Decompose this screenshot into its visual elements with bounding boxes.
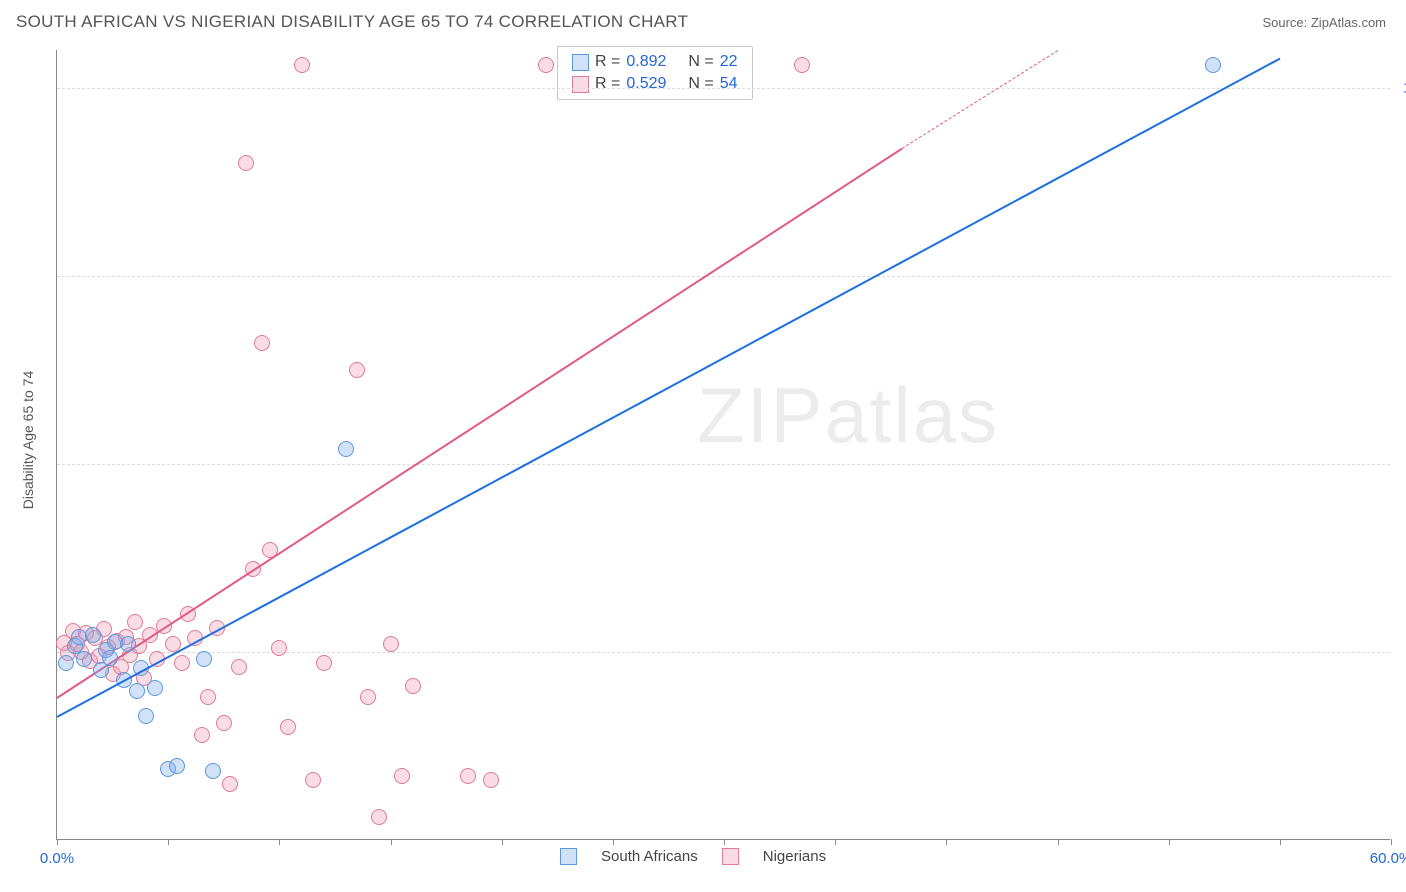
data-point: [138, 708, 154, 724]
stats-row-sa: R = 0.892 N = 22: [572, 53, 738, 71]
gridline: [57, 276, 1390, 277]
chart-title: SOUTH AFRICAN VS NIGERIAN DISABILITY AGE…: [16, 12, 688, 32]
data-point: [383, 636, 399, 652]
xtick: [1058, 839, 1059, 845]
stats-row-ng: R = 0.529 N = 54: [572, 75, 738, 93]
data-point: [174, 655, 190, 671]
data-point: [200, 689, 216, 705]
xtick: [1280, 839, 1281, 845]
data-point: [271, 640, 287, 656]
data-point: [349, 362, 365, 378]
xtick: [391, 839, 392, 845]
data-point: [194, 727, 210, 743]
data-point: [483, 772, 499, 788]
data-point: [316, 655, 332, 671]
xtick: [168, 839, 169, 845]
data-point: [120, 636, 136, 652]
data-point: [127, 614, 143, 630]
xtick: [502, 839, 503, 845]
data-point: [1205, 57, 1221, 73]
y-axis-label: Disability Age 65 to 74: [20, 371, 36, 510]
plot-area: ZIPatlas R = 0.892 N = 22 R = 0.529 N = …: [56, 50, 1390, 840]
trend-line: [56, 148, 902, 699]
data-point: [76, 651, 92, 667]
data-point: [196, 651, 212, 667]
data-point: [405, 678, 421, 694]
xtick: [724, 839, 725, 845]
xtick-label: 60.0%: [1370, 850, 1406, 867]
xtick: [1391, 839, 1392, 845]
n-value-sa: 22: [720, 53, 738, 71]
gridline: [57, 464, 1390, 465]
data-point: [371, 809, 387, 825]
xtick: [946, 839, 947, 845]
swatch-nigerians-icon: [722, 848, 739, 865]
data-point: [231, 659, 247, 675]
r-value-ng: 0.529: [626, 75, 666, 93]
xtick: [279, 839, 280, 845]
data-point: [360, 689, 376, 705]
watermark-text: ZIPatlas: [697, 370, 999, 461]
n-value-ng: 54: [720, 75, 738, 93]
data-point: [280, 719, 296, 735]
data-point: [794, 57, 810, 73]
data-point: [147, 680, 163, 696]
data-point: [294, 57, 310, 73]
n-label: N =: [688, 53, 713, 71]
stats-legend: R = 0.892 N = 22 R = 0.529 N = 54: [557, 46, 753, 100]
data-point: [129, 683, 145, 699]
legend-label-sa: South Africans: [601, 848, 698, 865]
swatch-south-africans-icon: [560, 848, 577, 865]
xtick: [57, 839, 58, 845]
swatch-nigerians-icon: [572, 76, 589, 93]
data-point: [216, 715, 232, 731]
xtick: [835, 839, 836, 845]
swatch-south-africans-icon: [572, 54, 589, 71]
chart-container: Disability Age 65 to 74 ZIPatlas R = 0.8…: [0, 40, 1406, 890]
data-point: [538, 57, 554, 73]
r-label: R =: [595, 53, 620, 71]
r-label: R =: [595, 75, 620, 93]
trend-line-dashed: [902, 50, 1058, 149]
chart-header: SOUTH AFRICAN VS NIGERIAN DISABILITY AGE…: [0, 0, 1406, 40]
data-point: [102, 650, 118, 666]
data-point: [394, 768, 410, 784]
legend-label-ng: Nigerians: [763, 848, 826, 865]
r-value-sa: 0.892: [626, 53, 666, 71]
data-point: [254, 335, 270, 351]
data-point: [305, 772, 321, 788]
data-point: [460, 768, 476, 784]
gridline: [57, 88, 1390, 89]
data-point: [338, 441, 354, 457]
xtick: [613, 839, 614, 845]
data-point: [169, 758, 185, 774]
xtick: [1169, 839, 1170, 845]
data-point: [222, 776, 238, 792]
data-point: [238, 155, 254, 171]
data-point: [85, 627, 101, 643]
data-point: [205, 763, 221, 779]
data-point: [58, 655, 74, 671]
chart-source: Source: ZipAtlas.com: [1262, 15, 1386, 30]
n-label: N =: [688, 75, 713, 93]
xtick-label: 0.0%: [40, 850, 74, 867]
series-legend: South Africans Nigerians: [560, 848, 826, 865]
gridline: [57, 652, 1390, 653]
